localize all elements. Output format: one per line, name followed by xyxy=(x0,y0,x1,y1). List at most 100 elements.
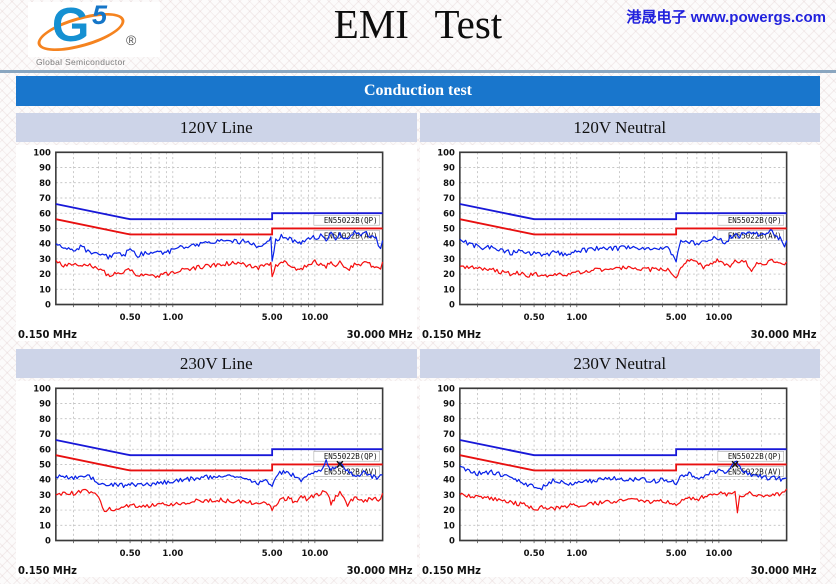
svg-text:0: 0 xyxy=(45,300,51,310)
chart-230v-neutral-plot: 0 10 20 30 40 50 60 70 80 90 100 0.50 1.00 5.00 10.00 0… xyxy=(421,384,816,577)
svg-text:1.00: 1.00 xyxy=(162,549,183,559)
svg-text:30.000 MHz: 30.000 MHz xyxy=(750,330,816,341)
svg-text:40: 40 xyxy=(443,240,455,250)
svg-text:70: 70 xyxy=(39,194,51,204)
svg-text:50: 50 xyxy=(39,224,51,234)
svg-text:20: 20 xyxy=(39,270,51,280)
svg-text:1.00: 1.00 xyxy=(566,549,587,559)
svg-text:30: 30 xyxy=(39,255,51,265)
header: G 5 ® Global Semiconductor EMI Test 港晟电子… xyxy=(0,0,836,73)
svg-text:100: 100 xyxy=(437,384,455,394)
chart-header-230v-neutral: 230V Neutral xyxy=(419,349,820,378)
svg-text:40: 40 xyxy=(39,476,51,486)
logo: G 5 ® Global Semiconductor xyxy=(28,0,188,67)
svg-text:10.00: 10.00 xyxy=(705,313,732,323)
svg-text:5.00: 5.00 xyxy=(665,313,686,323)
registered-trademark-icon: ® xyxy=(126,32,137,48)
section-banner: Conduction test xyxy=(16,76,820,106)
svg-text:0.50: 0.50 xyxy=(120,549,141,559)
svg-text:20: 20 xyxy=(443,270,455,280)
svg-text:80: 80 xyxy=(39,179,51,189)
site-name[interactable]: 港晟电子 xyxy=(626,9,687,26)
svg-text:90: 90 xyxy=(39,399,51,409)
site-link[interactable]: 港晟电子 www.powergs.com xyxy=(627,6,827,27)
svg-text:90: 90 xyxy=(443,399,455,409)
svg-text:1.00: 1.00 xyxy=(566,313,587,323)
svg-text:EN55022B(AV): EN55022B(AV) xyxy=(727,467,781,476)
svg-text:EN55022B(QP): EN55022B(QP) xyxy=(727,216,781,225)
svg-text:0.50: 0.50 xyxy=(523,549,544,559)
svg-text:5.00: 5.00 xyxy=(262,313,283,323)
svg-text:40: 40 xyxy=(39,240,51,250)
svg-text:80: 80 xyxy=(443,415,455,425)
svg-text:0.150 MHz: 0.150 MHz xyxy=(421,566,480,577)
svg-text:60: 60 xyxy=(39,445,51,455)
svg-text:20: 20 xyxy=(443,506,455,516)
chart-120v-neutral-plot: 0 10 20 30 40 50 60 70 80 90 100 0.50 1.00 5.00 10.00 0… xyxy=(421,148,816,341)
svg-text:30.000 MHz: 30.000 MHz xyxy=(347,330,413,341)
svg-text:70: 70 xyxy=(443,194,455,204)
chart-230v-line-plot: 0 10 20 30 40 50 60 70 80 90 100 0.50 1.00 5.00 10.00 0… xyxy=(18,384,413,577)
svg-text:100: 100 xyxy=(33,148,51,158)
svg-text:90: 90 xyxy=(39,163,51,173)
charts-row-120v: 120V Line 120V Neutral 0 10 20 30 40 50 60 70 80… xyxy=(16,113,820,341)
svg-text:10: 10 xyxy=(443,285,455,295)
svg-text:0: 0 xyxy=(448,300,454,310)
charts-row-230v: 230V Line 230V Neutral 0 10 20 30 40 50 60 70 80… xyxy=(16,349,820,577)
svg-text:80: 80 xyxy=(443,179,455,189)
svg-text:10.00: 10.00 xyxy=(301,549,328,559)
svg-text:40: 40 xyxy=(443,476,455,486)
company-logo-icon: G 5 ® xyxy=(28,0,160,59)
site-url[interactable]: www.powergs.com xyxy=(690,9,826,26)
svg-text:30: 30 xyxy=(39,491,51,501)
svg-text:90: 90 xyxy=(443,163,455,173)
svg-text:5.00: 5.00 xyxy=(665,549,686,559)
svg-text:60: 60 xyxy=(443,445,455,455)
svg-text:EN55022B(QP): EN55022B(QP) xyxy=(324,216,378,225)
svg-text:10: 10 xyxy=(39,521,51,531)
svg-text:50: 50 xyxy=(443,224,455,234)
svg-text:30.000 MHz: 30.000 MHz xyxy=(347,566,413,577)
svg-text:30: 30 xyxy=(443,491,455,501)
svg-text:70: 70 xyxy=(443,430,455,440)
svg-text:0.150 MHz: 0.150 MHz xyxy=(18,566,77,577)
svg-text:0: 0 xyxy=(45,536,51,546)
chart-header-120v-neutral: 120V Neutral xyxy=(419,113,820,142)
svg-text:0.150 MHz: 0.150 MHz xyxy=(421,330,480,341)
chart-120v-line-plot: 0 10 20 30 40 50 60 70 80 90 100 0.50 1.00 5.00 10.00 0… xyxy=(18,148,413,341)
svg-text:60: 60 xyxy=(39,209,51,219)
svg-text:EN55022B(QP): EN55022B(QP) xyxy=(727,452,781,461)
chart-230v-line: 0 10 20 30 40 50 60 70 80 90 100 0.50 1.00 5.00 10.00 0… xyxy=(16,381,417,577)
logo-letter-g: G xyxy=(52,0,90,52)
svg-text:10: 10 xyxy=(39,285,51,295)
svg-text:0.150 MHz: 0.150 MHz xyxy=(18,330,77,341)
svg-text:0.50: 0.50 xyxy=(120,313,141,323)
svg-text:50: 50 xyxy=(443,460,455,470)
svg-text:100: 100 xyxy=(33,384,51,394)
svg-text:60: 60 xyxy=(443,209,455,219)
chart-header-230v-line: 230V Line xyxy=(16,349,417,378)
chart-header-120v-line: 120V Line xyxy=(16,113,417,142)
svg-text:100: 100 xyxy=(437,148,455,158)
logo-subtitle: Global Semiconductor xyxy=(36,57,126,67)
svg-text:1.00: 1.00 xyxy=(162,313,183,323)
svg-text:EN55022B(AV): EN55022B(AV) xyxy=(727,231,781,240)
page-title: EMI Test xyxy=(333,1,503,47)
svg-text:10: 10 xyxy=(443,521,455,531)
svg-text:30: 30 xyxy=(443,255,455,265)
svg-text:5.00: 5.00 xyxy=(262,549,283,559)
chart-120v-neutral: 0 10 20 30 40 50 60 70 80 90 100 0.50 1.00 5.00 10.00 0… xyxy=(419,145,820,341)
svg-text:EN55022B(QP): EN55022B(QP) xyxy=(324,452,378,461)
svg-text:70: 70 xyxy=(39,430,51,440)
logo-digit-5: 5 xyxy=(92,0,108,30)
svg-text:10.00: 10.00 xyxy=(705,549,732,559)
chart-230v-neutral: 0 10 20 30 40 50 60 70 80 90 100 0.50 1.00 5.00 10.00 0… xyxy=(419,381,820,577)
svg-text:80: 80 xyxy=(39,415,51,425)
svg-text:0.50: 0.50 xyxy=(523,313,544,323)
svg-text:50: 50 xyxy=(39,460,51,470)
svg-text:0: 0 xyxy=(448,536,454,546)
chart-120v-line: 0 10 20 30 40 50 60 70 80 90 100 0.50 1.00 5.00 10.00 0… xyxy=(16,145,417,341)
svg-text:20: 20 xyxy=(39,506,51,516)
svg-text:10.00: 10.00 xyxy=(301,313,328,323)
